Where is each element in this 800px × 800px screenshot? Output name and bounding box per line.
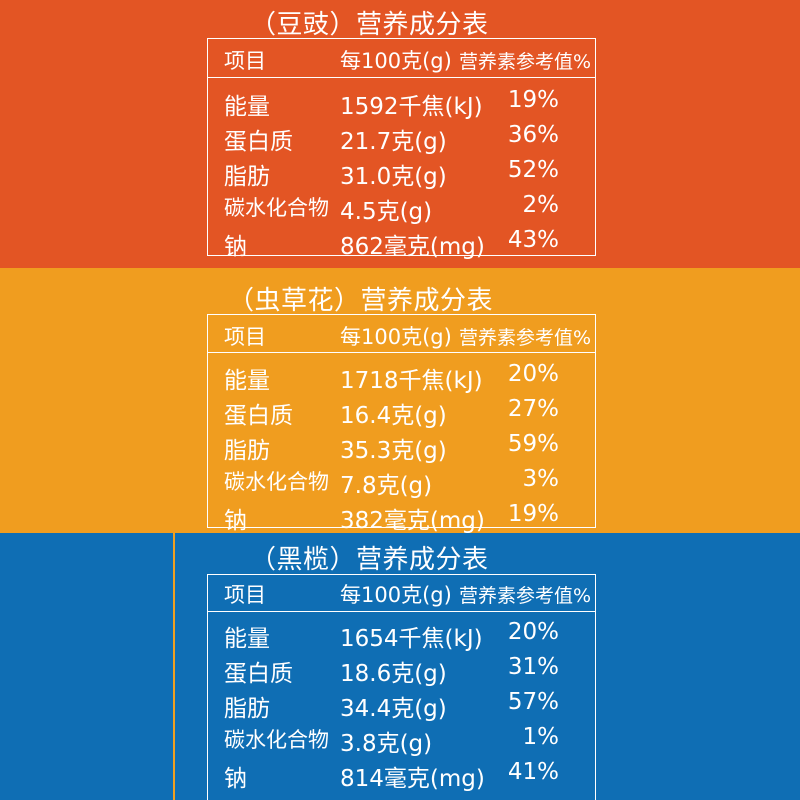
header-per-100g: 每100克(g) <box>340 583 452 607</box>
table-row: 能量 1718千焦(kJ) 20% <box>208 361 595 396</box>
nutrient-name: 脂肪 <box>224 164 270 190</box>
nutrient-amount: 16.4克(g) <box>340 403 447 429</box>
header-nrv-percent: 营养素参考值% <box>458 585 591 607</box>
table-row: 脂肪 31.0克(g) 52% <box>208 157 595 192</box>
nutrient-name: 钠 <box>224 234 247 260</box>
nutrition-panel-cordyceps-flower: （虫草花）营养成分表 项目 每100克(g) 营养素参考值% 能量 1718千焦(kJ)… <box>0 268 800 533</box>
table-row: 碳水化合物 3.8克(g) 1% <box>208 724 595 759</box>
decorative-divider-line <box>173 533 175 800</box>
nutrient-amount: 3.8克(g) <box>340 731 433 757</box>
header-item: 项目 <box>224 583 266 607</box>
panel-title: （豆豉）营养成分表 <box>250 10 489 40</box>
nutrient-amount: 382毫克(mg) <box>340 508 485 533</box>
nutrient-nrv-percent: 59% <box>507 431 559 457</box>
table-row: 碳水化合物 7.8克(g) 3% <box>208 466 595 501</box>
nutrient-nrv-percent: 3% <box>522 466 560 492</box>
header-item: 项目 <box>224 325 266 349</box>
nutrient-nrv-percent: 57% <box>507 689 559 715</box>
table-row: 能量 1592千焦(kJ) 19% <box>208 87 595 122</box>
table-row: 脂肪 34.4克(g) 57% <box>208 689 595 724</box>
header-divider <box>208 77 595 78</box>
table-row: 能量 1654千焦(kJ) 20% <box>208 619 595 654</box>
header-divider <box>208 611 595 612</box>
header-divider <box>208 352 595 353</box>
nutrient-name: 钠 <box>224 766 247 792</box>
table-row: 碳水化合物 4.5克(g) 2% <box>208 192 595 227</box>
nutrient-amount: 21.7克(g) <box>340 129 447 155</box>
nutrient-name: 蛋白质 <box>224 403 293 429</box>
nutrient-amount: 1592千焦(kJ) <box>340 94 483 120</box>
nutrient-nrv-percent: 43% <box>507 227 559 253</box>
nutrient-amount: 35.3克(g) <box>340 438 447 464</box>
header-nrv-percent: 营养素参考值% <box>458 327 591 349</box>
nutrient-amount: 1718千焦(kJ) <box>340 368 483 394</box>
nutrient-amount: 4.5克(g) <box>340 199 433 225</box>
nutrient-nrv-percent: 27% <box>507 396 559 422</box>
nutrient-name: 碳水化合物 <box>224 470 329 494</box>
nutrient-amount: 18.6克(g) <box>340 661 447 687</box>
header-item: 项目 <box>224 49 266 73</box>
nutrient-amount: 34.4克(g) <box>340 696 447 722</box>
nutrient-name: 脂肪 <box>224 438 270 464</box>
nutrient-amount: 31.0克(g) <box>340 164 447 190</box>
nutrient-nrv-percent: 1% <box>522 724 560 750</box>
header-per-100g: 每100克(g) <box>340 325 452 349</box>
nutrient-amount: 7.8克(g) <box>340 473 433 499</box>
nutrient-name: 钠 <box>224 508 247 533</box>
nutrient-name: 能量 <box>224 94 270 120</box>
nutrient-nrv-percent: 31% <box>507 654 559 680</box>
nutrient-nrv-percent: 19% <box>507 501 559 527</box>
table-row: 钠 814毫克(mg) 41% <box>208 759 595 794</box>
nutrition-table: 项目 每100克(g) 营养素参考值% 能量 1654千焦(kJ) 20% 蛋白质 18.6克… <box>207 574 596 800</box>
nutrient-name: 碳水化合物 <box>224 728 329 752</box>
nutrient-name: 碳水化合物 <box>224 196 329 220</box>
nutrient-nrv-percent: 36% <box>507 122 559 148</box>
nutrition-panel-douchi: （豆豉）营养成分表 项目 每100克(g) 营养素参考值% 能量 1592千焦(kJ) 1… <box>0 0 800 268</box>
nutrient-nrv-percent: 2% <box>522 192 560 218</box>
table-row: 蛋白质 21.7克(g) 36% <box>208 122 595 157</box>
table-row: 蛋白质 16.4克(g) 27% <box>208 396 595 431</box>
nutrient-nrv-percent: 52% <box>507 157 559 183</box>
nutrition-panel-black-olive: （黑榄）营养成分表 项目 每100克(g) 营养素参考值% 能量 1654千焦(kJ) 2… <box>0 533 800 800</box>
nutrient-name: 能量 <box>224 626 270 652</box>
nutrient-amount: 814毫克(mg) <box>340 766 485 792</box>
table-row: 钠 862毫克(mg) 43% <box>208 227 595 262</box>
table-row: 脂肪 35.3克(g) 59% <box>208 431 595 466</box>
panel-title: （虫草花）营养成分表 <box>228 286 494 316</box>
nutrient-nrv-percent: 20% <box>507 361 559 387</box>
header-nrv-percent: 营养素参考值% <box>458 51 591 73</box>
nutrient-name: 脂肪 <box>224 696 270 722</box>
nutrient-nrv-percent: 20% <box>507 619 559 645</box>
nutrient-amount: 1654千焦(kJ) <box>340 626 483 652</box>
panel-title: （黑榄）营养成分表 <box>250 545 489 575</box>
nutrient-name: 蛋白质 <box>224 661 293 687</box>
nutrition-table: 项目 每100克(g) 营养素参考值% 能量 1718千焦(kJ) 20% 蛋白质 16.4克… <box>207 314 596 533</box>
nutrient-nrv-percent: 41% <box>507 759 559 785</box>
table-row: 钠 382毫克(mg) 19% <box>208 501 595 533</box>
nutrient-name: 能量 <box>224 368 270 394</box>
header-per-100g: 每100克(g) <box>340 49 452 73</box>
nutrition-table: 项目 每100克(g) 营养素参考值% 能量 1592千焦(kJ) 19% 蛋白质 21.7克… <box>207 38 596 260</box>
nutrient-nrv-percent: 19% <box>507 87 559 113</box>
table-row: 蛋白质 18.6克(g) 31% <box>208 654 595 689</box>
nutrient-name: 蛋白质 <box>224 129 293 155</box>
nutrient-amount: 862毫克(mg) <box>340 234 485 260</box>
